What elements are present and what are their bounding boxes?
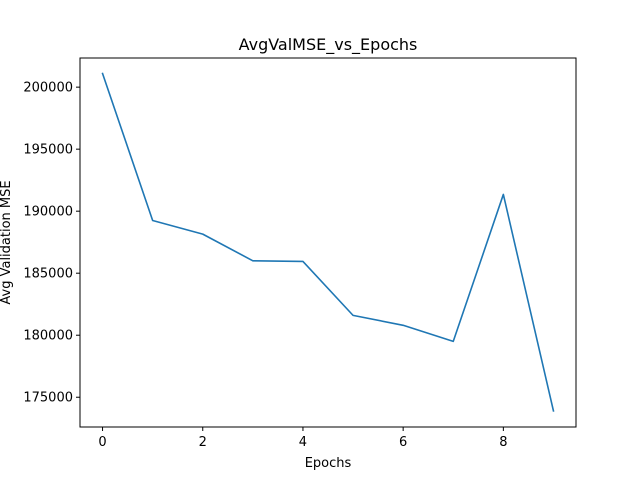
y-tick-label: 180000 (23, 329, 73, 344)
x-tick-label: 8 (499, 435, 507, 450)
y-tick-label: 200000 (23, 81, 73, 96)
plot-frame (79, 57, 577, 428)
x-tick-label: 2 (199, 435, 207, 450)
x-axis-ticks: 0 2 4 6 8 (98, 427, 507, 450)
y-tick-label: 175000 (23, 391, 73, 406)
y-tick-label: 195000 (23, 143, 73, 158)
x-tick-label: 0 (98, 435, 106, 450)
y-axis-ticks: 175000 180000 185000 190000 195000 200000 (23, 81, 80, 406)
x-axis-label: Epochs (305, 456, 352, 471)
x-tick-label: 4 (299, 435, 307, 450)
plot-area (80, 58, 576, 427)
y-axis-label: Avg Validation MSE (0, 180, 14, 304)
series-layer (101, 72, 555, 412)
series-line (101, 72, 555, 412)
x-tick-label: 6 (399, 435, 407, 450)
y-tick-label: 185000 (23, 267, 73, 282)
chart-title: AvgValMSE_vs_Epochs (239, 35, 418, 55)
y-tick-label: 190000 (23, 205, 73, 220)
